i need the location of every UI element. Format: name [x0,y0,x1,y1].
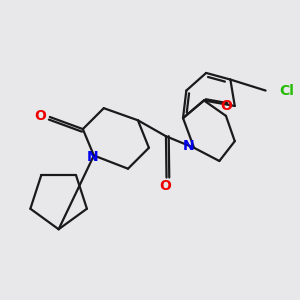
Text: O: O [34,109,46,123]
Text: Cl: Cl [279,84,294,98]
Text: O: O [220,99,232,113]
Text: N: N [87,150,99,164]
Text: N: N [183,139,194,153]
Text: O: O [160,179,171,193]
